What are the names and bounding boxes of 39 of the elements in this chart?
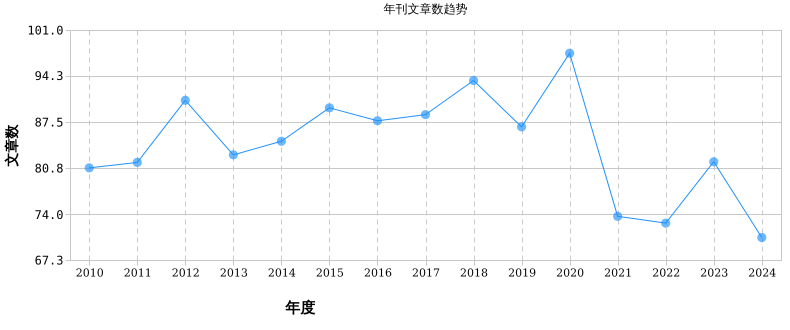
y-tick-label: 67.3 [34,254,64,268]
x-tick-label: 2012 [172,266,200,280]
x-tick-label: 2023 [700,266,728,280]
x-tick-label: 2019 [508,266,536,280]
x-tick-label: 2021 [604,266,632,280]
y-tick-label: 80.8 [34,161,64,176]
point [516,122,526,132]
x-tick-label: 2024 [748,266,776,280]
point [372,116,382,126]
point [613,212,622,221]
point [180,96,190,105]
y-tick-label: 87.5 [34,116,64,130]
x-tick-label: 2020 [556,266,584,280]
x-axis-title: 年度 [284,298,316,316]
point [276,136,286,146]
x-tick-label: 2022 [652,266,680,280]
point [228,150,238,160]
x-tick-label: 2011 [124,266,152,280]
point [468,76,478,86]
x-tick-label: 2015 [316,266,344,280]
point [132,158,142,168]
x-tick-label: 2017 [412,266,440,280]
x-tick-label: 2014 [268,266,296,280]
x-tick-label: 2013 [220,266,248,280]
point [565,48,574,58]
point [709,157,718,166]
x-tick-label: 2010 [76,266,104,280]
point [757,232,766,242]
point [661,218,670,228]
x-tick-label: 2018 [460,266,488,280]
y-axis-title: 文章数 [3,124,20,168]
chart-title: 年刊文章数趋势 [384,2,468,16]
point [420,110,430,120]
x-tick-label: 2016 [364,266,392,280]
point [324,103,334,112]
y-tick-label: 101.0 [27,24,64,38]
point [84,163,94,172]
y-tick-label: 94.3 [34,69,64,84]
y-tick-label: 74.0 [34,208,64,222]
